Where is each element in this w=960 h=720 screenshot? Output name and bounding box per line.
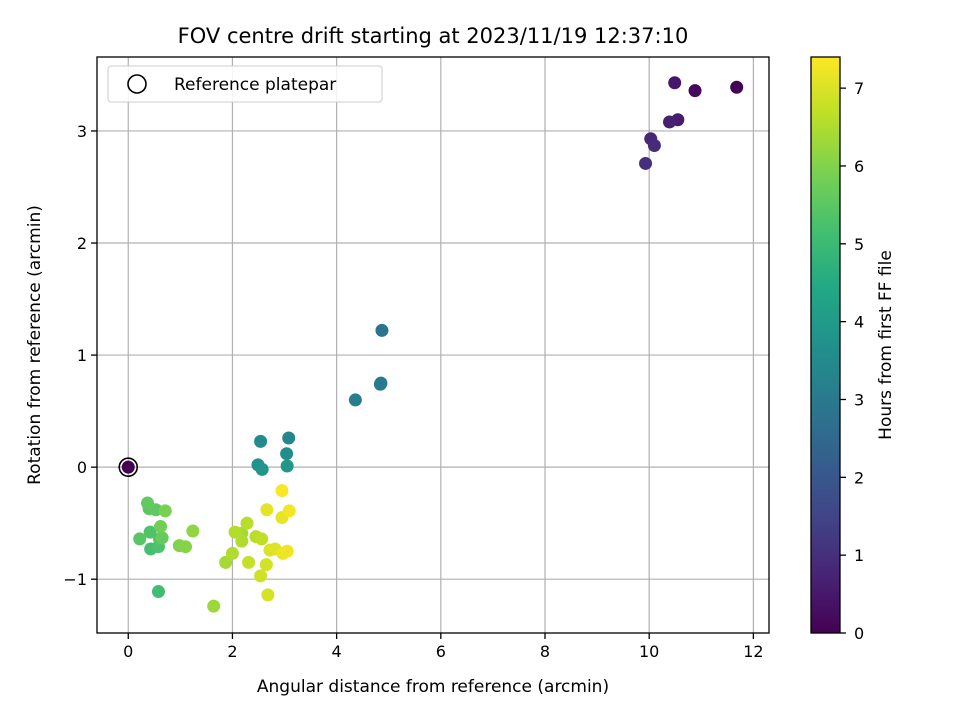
data-point xyxy=(121,460,135,474)
x-axis-label: Angular distance from reference (arcmin) xyxy=(257,677,609,697)
legend-open-circle-icon xyxy=(127,74,147,94)
plot-frame xyxy=(96,56,770,634)
scatter-points xyxy=(121,76,744,613)
colorbar-tick-label: 1 xyxy=(854,546,864,565)
x-tick-label: 6 xyxy=(436,642,446,661)
reference-platepar-marker xyxy=(118,457,139,477)
colorbar-tick-label: 3 xyxy=(854,390,864,409)
data-point xyxy=(179,540,193,554)
data-point xyxy=(275,484,289,498)
data-point xyxy=(280,544,294,558)
colorbar-ticks: 0 1 2 3 4 5 6 7 xyxy=(840,79,864,643)
colorbar-tick-label: 2 xyxy=(854,468,864,487)
y-tick-label: 0 xyxy=(77,458,87,477)
data-point xyxy=(375,323,389,337)
data-point xyxy=(154,520,168,534)
legend-box xyxy=(107,65,383,103)
data-point xyxy=(151,585,165,599)
x-tick-label: 10 xyxy=(639,642,659,661)
data-point xyxy=(639,156,653,170)
colorbar: 0 1 2 3 4 5 6 7 Hours from first FF file xyxy=(810,56,896,643)
colorbar-frame xyxy=(810,56,841,634)
data-point xyxy=(663,115,677,129)
data-point xyxy=(255,462,269,476)
data-point xyxy=(261,588,275,602)
data-point xyxy=(373,377,387,391)
data-point xyxy=(280,459,294,473)
data-point xyxy=(254,434,268,448)
data-point xyxy=(348,393,362,407)
legend: Reference platepar xyxy=(107,65,383,103)
y-tick-label: 1 xyxy=(77,346,87,365)
data-point xyxy=(730,80,744,94)
colorbar-tick-label: 5 xyxy=(854,235,864,254)
data-point xyxy=(155,531,169,545)
data-point xyxy=(282,431,296,445)
chart-title: FOV centre drift starting at 2023/11/19 … xyxy=(178,24,689,48)
data-point xyxy=(207,599,221,613)
data-point xyxy=(688,84,702,98)
data-point xyxy=(141,496,155,510)
data-point xyxy=(255,532,269,546)
data-point xyxy=(280,447,294,461)
data-point xyxy=(282,504,296,518)
data-point xyxy=(225,546,239,560)
data-point xyxy=(133,532,147,546)
data-point xyxy=(259,558,273,572)
y-tick-label: 3 xyxy=(77,122,87,141)
data-point xyxy=(260,503,274,517)
data-point xyxy=(143,525,157,539)
y-tick-label: −1 xyxy=(63,570,87,589)
data-point xyxy=(158,504,172,518)
colorbar-tick-label: 0 xyxy=(854,624,864,643)
data-point xyxy=(186,524,200,538)
y-axis-ticks: −1 0 1 2 3 xyxy=(63,122,97,589)
data-point xyxy=(240,516,254,530)
colorbar-label: Hours from first FF file xyxy=(876,250,896,440)
x-tick-label: 4 xyxy=(332,642,342,661)
data-point xyxy=(242,555,256,569)
x-axis-ticks: 0 2 4 6 8 10 12 xyxy=(123,633,764,661)
data-point xyxy=(647,139,661,153)
data-point xyxy=(235,534,249,548)
data-point xyxy=(219,555,233,569)
colorbar-tick-label: 6 xyxy=(854,157,864,176)
colorbar-tick-label: 4 xyxy=(854,313,864,332)
colorbar-gradient xyxy=(811,57,840,633)
x-tick-label: 8 xyxy=(540,642,550,661)
y-tick-label: 2 xyxy=(77,234,87,253)
colorbar-tick-label: 7 xyxy=(854,79,864,98)
x-tick-label: 2 xyxy=(227,642,237,661)
data-point xyxy=(668,76,682,90)
x-tick-label: 0 xyxy=(123,642,133,661)
legend-entry-reference-platepar: Reference platepar xyxy=(174,75,336,95)
data-point xyxy=(228,525,242,539)
x-tick-label: 12 xyxy=(743,642,763,661)
data-point xyxy=(254,569,268,583)
grid-lines xyxy=(97,57,769,633)
y-axis-label: Rotation from reference (arcmin) xyxy=(25,205,45,485)
